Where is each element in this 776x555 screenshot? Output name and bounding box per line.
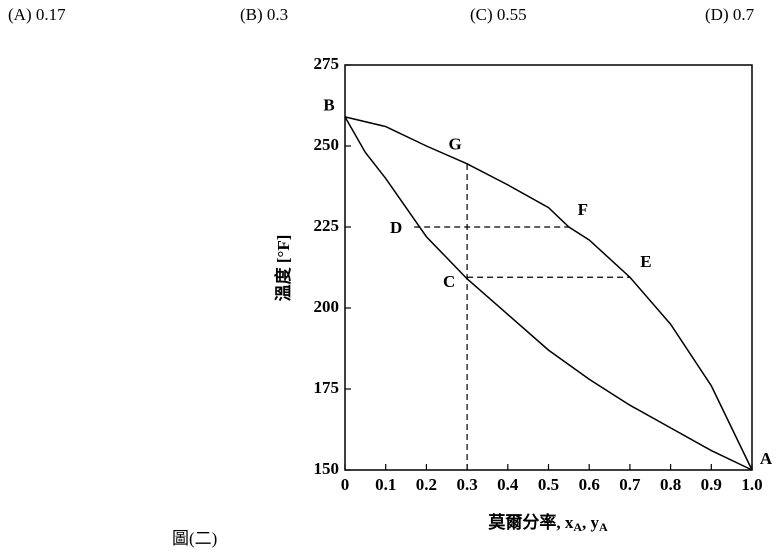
point-label: E [640, 252, 651, 271]
y-tick-label: 250 [314, 135, 340, 154]
x-tick-label: 0 [341, 475, 350, 494]
y-tick-label: 225 [314, 216, 340, 235]
y-tick-label: 150 [314, 459, 340, 478]
y-tick-label: 275 [314, 54, 340, 73]
curve [344, 116, 753, 471]
y-axis-title: 溫度 [°F] [273, 235, 293, 302]
x-tick-label: 0.6 [579, 475, 600, 494]
y-tick-label: 200 [314, 297, 340, 316]
point-label: D [390, 218, 402, 237]
x-title-sub: A [573, 520, 582, 534]
x-tick-label: 0.7 [619, 475, 641, 494]
point-label: F [578, 200, 588, 219]
x-tick-label: 1.0 [741, 475, 762, 494]
x-tick-label: 0.4 [497, 475, 519, 494]
x-axis-title: 莫爾分率, xA, yA [487, 512, 608, 534]
x-tick-label: 0.2 [416, 475, 437, 494]
plot-frame [344, 64, 753, 471]
point-label: B [323, 96, 334, 115]
x-tick-label: 0.5 [538, 475, 559, 494]
point-label: A [760, 449, 773, 468]
option: (D) 0.7 [705, 5, 755, 24]
point-label: G [448, 135, 461, 154]
curve [344, 116, 753, 471]
x-tick-label: 0.1 [375, 475, 396, 494]
option: (A) 0.17 [8, 5, 66, 24]
y-tick-label: 175 [314, 378, 340, 397]
x-tick-label: 0.8 [660, 475, 681, 494]
point-label: C [443, 272, 455, 291]
x-title-sub: A [599, 520, 608, 534]
option: (C) 0.55 [470, 5, 527, 24]
x-title-part: 莫爾分率, x [487, 512, 573, 532]
x-tick-label: 0.9 [701, 475, 722, 494]
x-title-part: , y [582, 513, 600, 532]
option: (B) 0.3 [240, 5, 288, 24]
caption: 圖(二) [172, 529, 217, 548]
x-tick-label: 0.3 [456, 475, 477, 494]
